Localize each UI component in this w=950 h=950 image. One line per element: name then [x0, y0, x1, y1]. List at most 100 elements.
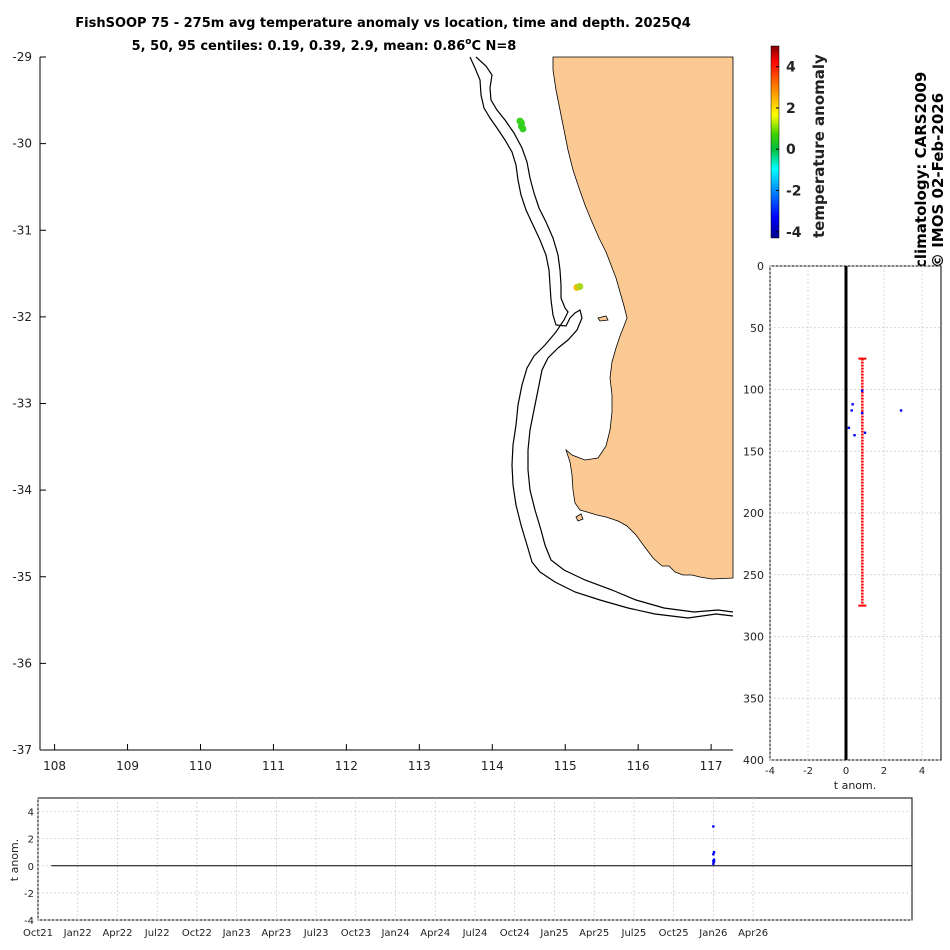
ts-x-tick-label: Apr25	[579, 928, 609, 939]
ts-data-point	[712, 825, 715, 828]
map-y-tick-label: -29	[12, 50, 32, 64]
ts-x-tick-label: Apr24	[420, 928, 450, 939]
depth-y-tick-label: 200	[743, 507, 764, 520]
map-x-ticks: 108 109 110 111 112 113 114 115 116 117	[43, 744, 723, 773]
depth-x-tick-label: 4	[919, 766, 925, 777]
island-rottnest	[597, 315, 609, 322]
depth-x-tick-label: -4	[765, 766, 775, 777]
depth-y-tick-label: 50	[750, 322, 764, 335]
ts-x-tick-label: Jan25	[539, 928, 568, 939]
colorbar-gradient	[770, 45, 780, 239]
depth-grid	[769, 265, 941, 761]
copyright-label: © IMOS 02-Feb-2026	[929, 93, 947, 268]
ts-x-tick-label: Jan24	[380, 928, 409, 939]
map-x-tick-label: 111	[262, 759, 285, 773]
map-y-tick-label: -30	[12, 137, 32, 151]
depth-data-point	[860, 411, 864, 415]
depth-data-point	[853, 433, 856, 437]
map-points	[516, 117, 584, 291]
depth-data-point	[899, 409, 903, 412]
map-data-point	[576, 283, 584, 291]
ts-x-tick-label: Jan22	[63, 928, 92, 939]
colorbar-label: temperature anomaly	[810, 54, 828, 238]
title-line2-suffix: C N=8	[471, 39, 516, 54]
isobath-outer	[475, 56, 734, 619]
map-x-tick-label: 114	[481, 759, 504, 773]
title-line2-prefix: 5, 50, 95 centiles: 0.19, 0.39, 2.9, mea…	[132, 39, 466, 54]
depth-points	[847, 389, 903, 437]
ts-x-tick-label: Jul25	[621, 928, 647, 939]
map-y-tick-label: -33	[12, 397, 32, 411]
ts-y-label: t anom.	[8, 839, 21, 881]
colorbar-tick-label: -2	[786, 184, 802, 200]
ts-x-tick-label: Oct25	[659, 928, 689, 939]
depth-data-point	[863, 431, 867, 434]
ts-x-tick-label: Oct22	[182, 928, 212, 939]
ts-y-tick-label: 4	[28, 808, 34, 819]
ts-data-point	[712, 862, 715, 865]
map-x-tick-label: 116	[627, 759, 650, 773]
map-x-tick-label: 110	[189, 759, 212, 773]
colorbar-tick-label: 0	[786, 142, 796, 158]
time-series-panel: Oct21 Jan22 Apr22 Jul22 Oct22 Jan23 Apr23 Jul23…	[8, 797, 913, 939]
map-y-tick-label: -35	[12, 570, 32, 584]
depth-y-tick-label: 250	[743, 569, 764, 582]
ts-x-ticks: Oct21 Jan22 Apr22 Jul22 Oct22 Jan23 Apr23 Jul23…	[23, 928, 768, 939]
ts-x-tick-label: Oct23	[341, 928, 371, 939]
figure-title-line2: 5, 50, 95 centiles: 0.19, 0.39, 2.9, mea…	[132, 37, 517, 54]
colorbar-tick-label: 2	[786, 101, 796, 117]
map-x-tick-label: 108	[43, 759, 66, 773]
depth-x-tick-label: 2	[881, 766, 887, 777]
climatology-label: climatology: CARS2009	[912, 72, 930, 268]
ts-x-tick-label: Apr22	[102, 928, 132, 939]
ts-y-tick-label: 0	[28, 862, 34, 873]
colorbar-ticks: 4 2 0 -2 -4	[776, 60, 802, 241]
depth-data-point	[851, 403, 854, 406]
depth-y-ticks: 0 50 100 150 200 250 300 350 400	[743, 260, 764, 767]
depth-y-tick-label: 400	[743, 754, 764, 767]
isobath-inner	[469, 56, 734, 613]
depth-range-bar	[858, 357, 867, 607]
ts-data-point	[712, 858, 716, 861]
depth-x-tick-label: 0	[843, 766, 849, 777]
depth-x-ticks: -4 -2 0 2 4	[765, 766, 925, 777]
map-x-tick-label: 112	[335, 759, 358, 773]
depth-data-point	[850, 409, 853, 412]
ts-points	[712, 825, 716, 865]
depth-data-point	[860, 389, 864, 392]
island-cape	[575, 513, 584, 522]
ts-data-point	[712, 853, 715, 856]
depth-y-tick-label: 150	[743, 445, 764, 458]
depth-y-tick-label: 0	[757, 260, 764, 273]
map-y-tick-label: -36	[12, 656, 32, 670]
map-x-tick-label: 115	[554, 759, 577, 773]
depth-x-label: t anom.	[834, 779, 876, 792]
ts-y-tick-label: 2	[28, 835, 34, 846]
ts-x-tick-label: Jul23	[303, 928, 329, 939]
depth-y-tick-label: 300	[743, 631, 764, 644]
map-x-tick-label: 113	[408, 759, 431, 773]
ts-y-ticks: 4 2 0 -2 -4	[24, 808, 34, 927]
map-x-tick-label: 117	[700, 759, 723, 773]
map-y-tick-label: -37	[12, 743, 32, 757]
depth-y-tick-label: 100	[743, 384, 764, 397]
map-y-tick-label: -32	[12, 310, 32, 324]
title-degree-symbol: o	[465, 37, 471, 47]
depth-data-point	[847, 426, 851, 429]
ts-x-tick-label: Jul22	[144, 928, 170, 939]
ts-y-tick-label: -4	[24, 916, 34, 927]
ts-x-tick-label: Jan26	[698, 928, 727, 939]
ts-x-tick-label: Oct21	[23, 928, 53, 939]
ts-data-point	[712, 860, 716, 863]
ts-data-point	[712, 851, 716, 854]
land-mass	[552, 56, 734, 580]
depth-x-tick-label: -2	[803, 766, 813, 777]
ts-x-tick-label: Oct24	[500, 928, 530, 939]
ts-x-tick-label: Jul24	[462, 928, 488, 939]
map-y-tick-label: -31	[12, 223, 32, 237]
figure-title-line1: FishSOOP 75 - 275m avg temperature anoma…	[75, 16, 691, 31]
map-y-ticks: -29 -30 -31 -32 -33 -34 -35 -36 -37	[12, 50, 46, 757]
depth-y-tick-label: 350	[743, 692, 764, 705]
map-panel: 108 109 110 111 112 113 114 115 116 117 -29 -30 -31…	[12, 50, 734, 773]
